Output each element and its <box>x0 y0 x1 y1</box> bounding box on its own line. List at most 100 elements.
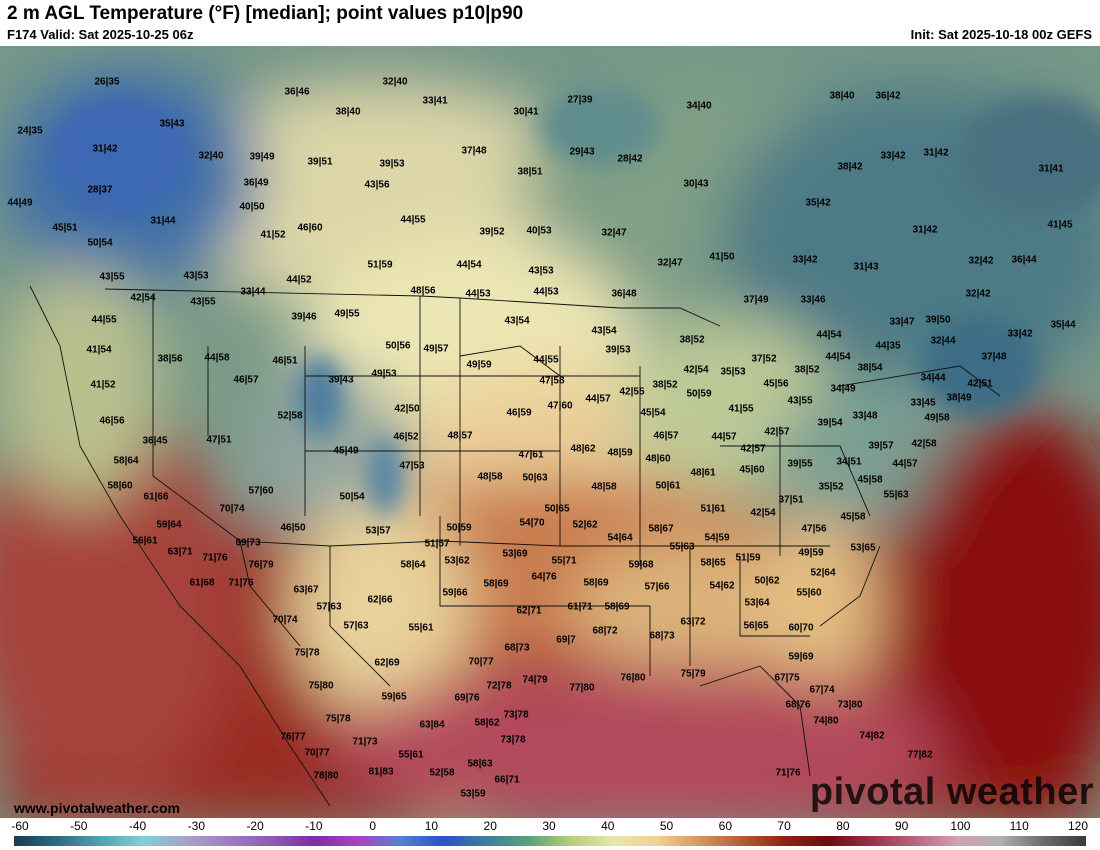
point-value: 59|66 <box>442 587 468 599</box>
point-value: 37|48 <box>981 351 1007 363</box>
point-value: 60|70 <box>788 622 814 634</box>
colorbar-tick-label: -20 <box>246 819 264 833</box>
point-value: 59|69 <box>788 651 814 663</box>
point-value: 32|44 <box>930 335 956 347</box>
point-value: 38|52 <box>679 334 705 346</box>
point-value: 36|44 <box>1011 254 1037 266</box>
point-value: 75|78 <box>294 647 320 659</box>
point-value: 53|59 <box>460 788 486 800</box>
point-value: 61|66 <box>143 491 169 503</box>
point-value: 68|73 <box>649 630 675 642</box>
point-value: 48|62 <box>570 443 596 455</box>
point-value: 59|65 <box>381 691 407 703</box>
point-value: 77|82 <box>907 749 933 761</box>
point-value: 35|43 <box>159 118 185 130</box>
point-value: 69|73 <box>235 537 261 549</box>
point-value: 38|49 <box>946 392 972 404</box>
point-value: 32|40 <box>382 76 408 88</box>
point-value: 42|58 <box>911 438 937 450</box>
point-value: 47|60 <box>547 400 573 412</box>
point-value: 44|35 <box>875 340 901 352</box>
point-value: 58|64 <box>400 559 426 571</box>
point-value: 52|62 <box>572 519 598 531</box>
point-value: 41|50 <box>709 251 735 263</box>
point-value: 56|61 <box>132 535 158 547</box>
point-value: 62|66 <box>367 594 393 606</box>
point-value: 54|59 <box>704 532 730 544</box>
point-value: 67|74 <box>809 684 835 696</box>
point-value: 38|54 <box>857 362 883 374</box>
point-value: 55|61 <box>398 749 424 761</box>
point-value: 40|50 <box>239 201 265 213</box>
point-value: 50|59 <box>686 388 712 400</box>
point-value: 49|57 <box>423 343 449 355</box>
point-value: 54|64 <box>607 532 633 544</box>
point-value: 62|71 <box>516 605 542 617</box>
point-value: 44|49 <box>7 197 33 209</box>
point-value: 51|59 <box>735 552 761 564</box>
point-value: 33|42 <box>792 254 818 266</box>
point-value: 32|47 <box>657 257 683 269</box>
point-value: 36|42 <box>875 90 901 102</box>
point-value: 71|76 <box>228 577 254 589</box>
point-value: 39|49 <box>249 151 275 163</box>
point-value: 41|45 <box>1047 219 1073 231</box>
point-value: 31|42 <box>92 143 118 155</box>
point-value: 36|45 <box>142 435 168 447</box>
point-value: 53|69 <box>502 548 528 560</box>
point-value: 43|56 <box>364 179 390 191</box>
point-value: 44|53 <box>465 288 491 300</box>
point-value: 48|60 <box>645 453 671 465</box>
point-value: 70|77 <box>304 747 330 759</box>
point-value: 68|72 <box>592 625 618 637</box>
website-label: www.pivotalweather.com <box>14 800 180 816</box>
colorbar-tick-label: 20 <box>483 819 497 833</box>
init-time: Init: Sat 2025-10-18 00z GEFS <box>910 27 1092 42</box>
point-value: 57|60 <box>248 485 274 497</box>
point-value: 58|67 <box>648 523 674 535</box>
point-value: 31|43 <box>853 261 879 273</box>
point-value: 48|58 <box>477 471 503 483</box>
point-value: 48|57 <box>447 430 473 442</box>
colorbar-tick-label: 40 <box>601 819 615 833</box>
point-value: 27|39 <box>567 94 593 106</box>
point-value: 30|43 <box>683 178 709 190</box>
point-value: 45|54 <box>640 407 666 419</box>
point-value: 54|62 <box>709 580 735 592</box>
point-value: 54|70 <box>519 517 545 529</box>
point-value: 32|42 <box>965 288 991 300</box>
point-value: 47|51 <box>206 434 232 446</box>
point-value: 57|63 <box>316 601 342 613</box>
point-value: 48|59 <box>607 447 633 459</box>
point-value: 41|52 <box>260 229 286 241</box>
point-value: 28|37 <box>87 184 113 196</box>
point-value: 46|60 <box>297 222 323 234</box>
point-value: 46|59 <box>506 407 532 419</box>
point-value: 44|52 <box>286 274 312 286</box>
point-value: 32|42 <box>968 255 994 267</box>
point-value: 58|65 <box>700 557 726 569</box>
point-value: 33|45 <box>910 397 936 409</box>
point-value: 81|83 <box>368 766 394 778</box>
point-value: 35|52 <box>818 481 844 493</box>
point-value: 53|57 <box>365 525 391 537</box>
point-value: 41|55 <box>728 403 754 415</box>
point-value: 46|57 <box>233 374 259 386</box>
point-value: 34|40 <box>686 100 712 112</box>
point-value: 47|53 <box>399 460 425 472</box>
colorbar-tick-label: -60 <box>11 819 29 833</box>
colorbar-tick-label: 120 <box>1067 819 1089 833</box>
point-value: 46|56 <box>99 415 125 427</box>
point-value: 50|54 <box>87 237 113 249</box>
point-value: 50|65 <box>544 503 570 515</box>
point-value: 48|58 <box>591 481 617 493</box>
point-value: 75|79 <box>680 668 706 680</box>
point-value: 52|58 <box>429 767 455 779</box>
point-value: 42|54 <box>130 292 156 304</box>
point-value: 42|51 <box>967 378 993 390</box>
point-value: 43|55 <box>787 395 813 407</box>
point-value: 74|80 <box>813 715 839 727</box>
point-value: 38|40 <box>829 90 855 102</box>
point-value: 38|40 <box>335 106 361 118</box>
point-value: 39|46 <box>291 311 317 323</box>
